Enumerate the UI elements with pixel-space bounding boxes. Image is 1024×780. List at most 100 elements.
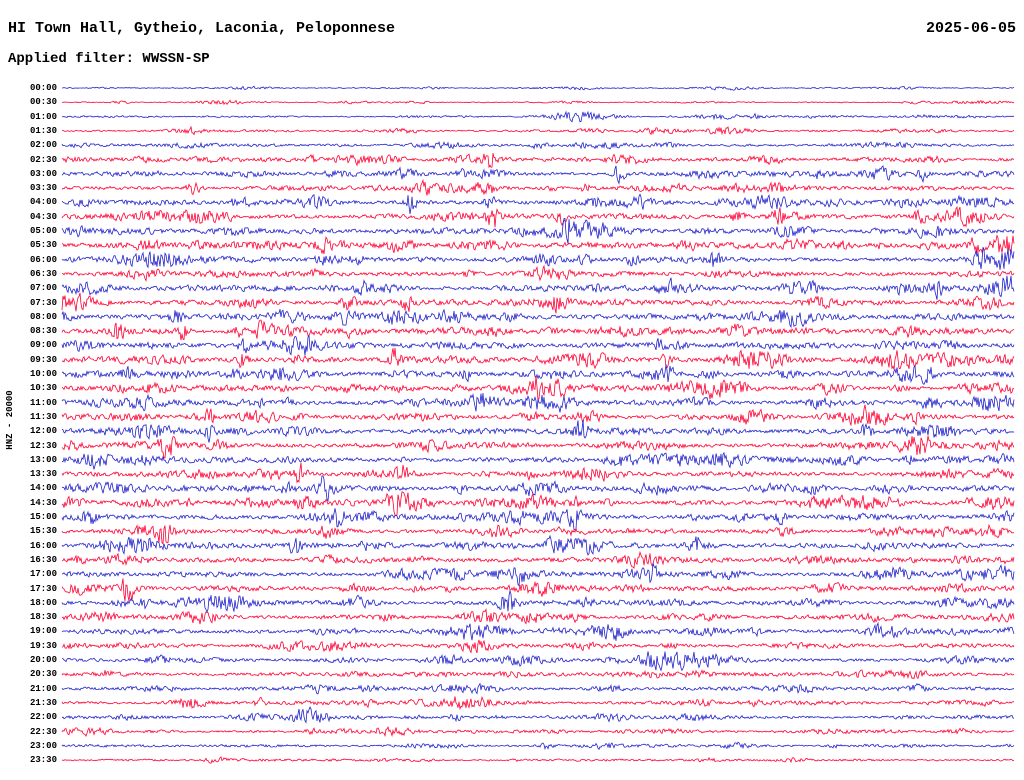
- time-label: 03:00: [29, 168, 57, 179]
- seismogram-trace-23:00: [61, 741, 1015, 751]
- seismogram-trace-19:00: [61, 621, 1015, 641]
- time-label: 02:00: [29, 140, 57, 151]
- seismogram-trace-13:00: [61, 451, 1015, 470]
- seismogram-trace-07:30: [61, 292, 1015, 314]
- time-label: 19:00: [29, 626, 57, 637]
- seismogram-trace-04:00: [61, 193, 1015, 215]
- seismogram-trace-22:00: [61, 706, 1015, 724]
- seismogram-trace-05:00: [61, 218, 1015, 244]
- time-label: 23:30: [29, 755, 57, 766]
- station-title: HI Town Hall, Gytheio, Laconia, Peloponn…: [8, 20, 396, 37]
- seismogram-trace-15:30: [61, 523, 1015, 545]
- seismogram-trace-18:00: [61, 590, 1015, 614]
- time-label: 06:00: [29, 254, 57, 265]
- seismogram-trace-00:00: [61, 85, 1015, 91]
- time-label: 05:30: [29, 240, 57, 251]
- time-label: 16:00: [29, 540, 57, 551]
- time-label: 07:30: [29, 297, 57, 308]
- time-label: 08:00: [29, 311, 57, 322]
- time-label: 00:30: [29, 97, 57, 108]
- seismogram-trace-06:00: [61, 246, 1015, 270]
- time-label: 10:30: [29, 383, 57, 394]
- seismogram-trace-11:00: [61, 392, 1015, 413]
- seismogram-trace-04:30: [61, 206, 1015, 228]
- time-label: 15:30: [29, 526, 57, 537]
- seismogram-trace-07:00: [61, 275, 1015, 300]
- seismogram-trace-21:00: [61, 682, 1015, 695]
- time-label: 12:30: [29, 440, 57, 451]
- seismogram-trace-12:00: [61, 420, 1015, 443]
- time-label: 21:30: [29, 697, 57, 708]
- time-label: 03:30: [29, 183, 57, 194]
- seismogram-trace-01:00: [61, 110, 1015, 123]
- time-label: 15:00: [29, 512, 57, 522]
- time-label: 13:30: [29, 469, 57, 480]
- time-label: 18:30: [29, 612, 57, 623]
- time-label: 00:00: [29, 83, 57, 93]
- seismogram-trace-13:30: [61, 462, 1015, 484]
- time-label: 11:30: [29, 411, 57, 422]
- seismogram-trace-17:00: [61, 562, 1015, 587]
- filter-label: Applied filter: WWSSN-SP: [8, 51, 210, 67]
- time-label: 14:30: [29, 497, 57, 508]
- seismogram-trace-17:30: [61, 578, 1015, 602]
- seismogram-trace-02:00: [61, 140, 1015, 150]
- time-label: 04:30: [29, 211, 57, 222]
- seismogram-trace-09:30: [61, 347, 1015, 370]
- seismogram-trace-03:00: [61, 165, 1015, 185]
- seismogram-trace-01:30: [61, 125, 1015, 136]
- seismogram-trace-06:30: [62, 264, 1015, 282]
- record-date: 2025-06-05: [925, 20, 1016, 37]
- time-label: 20:00: [29, 655, 57, 665]
- seismogram-trace-18:30: [61, 608, 1015, 625]
- time-label: 18:00: [29, 597, 57, 608]
- time-label: 16:30: [29, 554, 57, 565]
- time-label: 22:30: [29, 726, 57, 737]
- seismogram-trace-20:30: [61, 669, 1015, 680]
- seismogram-trace-15:00: [61, 508, 1015, 530]
- seismogram-trace-23:30: [61, 756, 1015, 764]
- time-label: 14:00: [29, 483, 57, 494]
- time-label: 08:30: [29, 326, 57, 337]
- time-label: 17:30: [29, 583, 57, 594]
- seismogram-trace-08:00: [61, 308, 1015, 329]
- seismogram-trace-14:00: [61, 475, 1015, 503]
- seismogram-trace-10:00: [61, 364, 1015, 385]
- seismogram-trace-21:30: [61, 695, 1015, 711]
- time-label: 11:00: [29, 397, 57, 408]
- time-label: 10:00: [29, 369, 57, 379]
- seismogram-trace-20:00: [62, 651, 1015, 672]
- time-label: 04:00: [29, 197, 57, 208]
- time-label: 13:00: [29, 454, 57, 465]
- time-label: 01:30: [29, 125, 57, 136]
- seismogram-trace-11:30: [61, 404, 1015, 426]
- time-label: 20:30: [29, 669, 57, 680]
- time-label: 22:00: [29, 712, 57, 723]
- time-label: 09:30: [29, 354, 57, 365]
- seismogram-trace-19:30: [61, 639, 1015, 654]
- time-label: 02:30: [29, 154, 57, 165]
- seismogram-trace-09:00: [61, 334, 1015, 356]
- seismogram-trace-02:30: [61, 153, 1015, 169]
- time-label: 17:00: [29, 569, 57, 580]
- time-label: 12:00: [29, 426, 57, 437]
- seismogram-trace-00:30: [61, 99, 1015, 106]
- time-label: 23:00: [29, 740, 57, 751]
- seismogram-trace-08:30: [61, 319, 1015, 341]
- time-label: 21:00: [29, 683, 57, 694]
- time-label: 05:00: [29, 226, 57, 236]
- seismogram-trace-12:30: [61, 435, 1015, 459]
- seismogram-trace-03:30: [61, 178, 1015, 196]
- time-label: 07:00: [29, 283, 57, 294]
- time-label: 01:00: [29, 111, 57, 122]
- seismogram-trace-16:30: [61, 550, 1015, 570]
- time-label: 06:30: [29, 268, 57, 279]
- time-label: 09:00: [29, 340, 57, 351]
- time-label: 19:30: [29, 640, 57, 651]
- seismogram-trace-16:00: [61, 534, 1015, 556]
- seismogram-trace-14:30: [61, 491, 1015, 516]
- seismogram-trace-05:30: [61, 234, 1015, 255]
- seismogram-trace-22:30: [61, 726, 1015, 738]
